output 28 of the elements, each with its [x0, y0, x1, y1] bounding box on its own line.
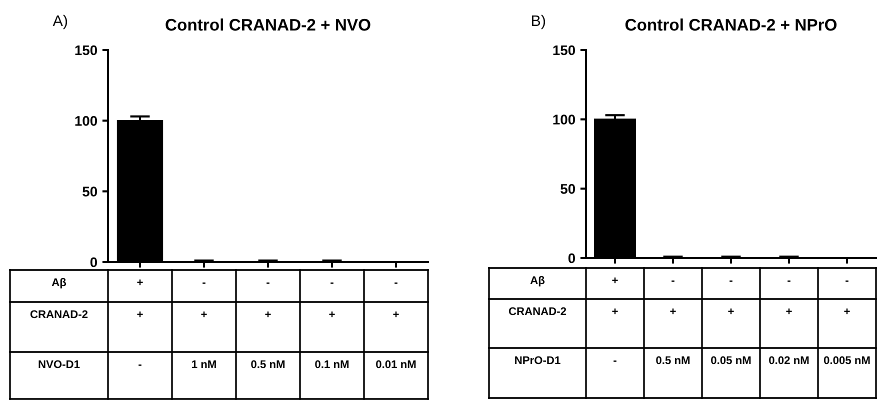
- y-tick-label: 100: [75, 116, 98, 126]
- y-tick-label: 50: [560, 184, 576, 194]
- category-label: - + 0.5 nM: [251, 282, 285, 368]
- text: B): [532, 14, 546, 30]
- category-label: - + 0.005 nM: [824, 280, 870, 364]
- y-tick-label: 150: [553, 45, 576, 56]
- text: A): [52, 14, 68, 30]
- text: NVO-D1: [38, 360, 80, 368]
- y-tick-label: 100: [553, 114, 576, 125]
- category-label: - + 0.1 nM: [315, 282, 349, 368]
- y-tick-label: 50: [82, 186, 98, 197]
- category-label: - + 0.05 nM: [711, 280, 751, 364]
- category-label: - + 1 nM: [192, 282, 216, 368]
- chart-title: Control CRANAD-2 + NPrO: [625, 18, 837, 31]
- text: CRANAD-2: [508, 307, 566, 316]
- category-label: - + 0.02 nM: [769, 280, 809, 364]
- category-label: + + -: [137, 280, 143, 366]
- text: Aβ: [52, 278, 66, 288]
- text: CRANAD-2: [30, 310, 88, 318]
- category-label: - + 0.5 nM: [656, 280, 690, 364]
- y-tick-label: 0: [568, 253, 576, 264]
- y-tick-label: 150: [75, 45, 98, 56]
- category-label: - + 0.01 nM: [376, 282, 416, 368]
- text: Aβ: [530, 276, 545, 286]
- category-label: + + -: [612, 278, 618, 362]
- text: NPrO-D1: [515, 356, 560, 364]
- chart-title: Control CRANAD-2 + NVO: [166, 18, 370, 31]
- y-tick-label: 0: [90, 257, 98, 268]
